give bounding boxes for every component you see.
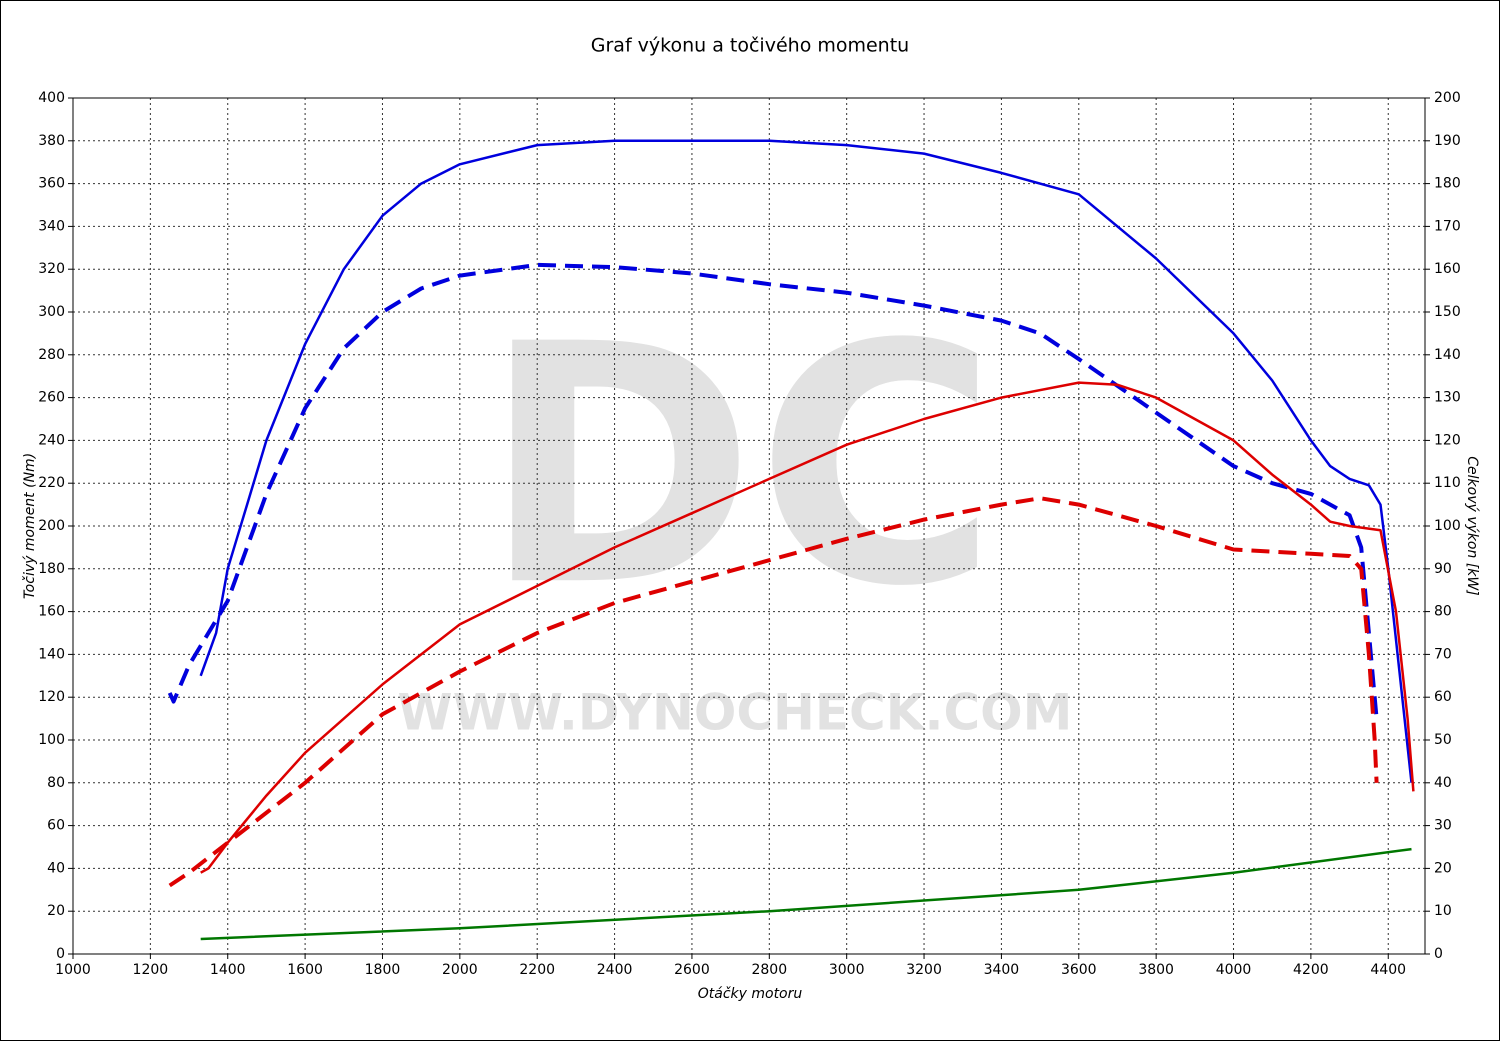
x-tick-label: 3600	[1061, 962, 1097, 978]
y-tick-label: 160	[38, 604, 65, 620]
y-tick-label: 0	[56, 946, 65, 962]
y2-tick-label: 110	[1434, 475, 1461, 491]
x-tick-label: 1600	[287, 962, 323, 978]
x-tick-label: 4000	[1216, 962, 1252, 978]
y-tick-label: 320	[38, 261, 65, 277]
y-tick-label: 100	[38, 732, 65, 748]
x-axis-label: Otáčky motoru	[698, 986, 803, 1002]
y2-tick-label: 170	[1434, 218, 1461, 234]
y-tick-label: 140	[38, 646, 65, 662]
x-tick-label: 1000	[55, 962, 91, 978]
x-tick-label: 3800	[1138, 962, 1174, 978]
y-tick-label: 280	[38, 347, 65, 363]
watermark-logo: DC	[482, 274, 998, 658]
y2-tick-label: 80	[1434, 604, 1452, 620]
y2-tick-label: 10	[1434, 903, 1452, 919]
y2-tick-label: 50	[1434, 732, 1452, 748]
y-tick-label: 120	[38, 689, 65, 705]
y-tick-label: 60	[47, 818, 65, 834]
series-line	[200, 847, 1412, 941]
x-tick-label: 3000	[829, 962, 865, 978]
y-tick-label: 220	[38, 475, 65, 491]
y2-axis-label: Celkový výkon [kW]	[1464, 456, 1480, 595]
x-tick-label: 2800	[751, 962, 787, 978]
y-tick-label: 40	[47, 860, 65, 876]
y-tick-label: 80	[47, 775, 65, 791]
y2-tick-label: 60	[1434, 689, 1452, 705]
y2-tick-label: 90	[1434, 561, 1452, 577]
x-tick-label: 2600	[674, 962, 710, 978]
x-tick-label: 4200	[1293, 962, 1329, 978]
y-axis-label: Točivý moment (Nm)	[22, 453, 38, 599]
y-tick-label: 200	[38, 518, 65, 534]
y-tick-label: 240	[38, 432, 65, 448]
x-tick-label: 2200	[519, 962, 555, 978]
y2-tick-label: 0	[1434, 946, 1443, 962]
y2-tick-label: 30	[1434, 818, 1452, 834]
y-tick-label: 260	[38, 390, 65, 406]
plot-border	[72, 97, 1426, 955]
x-tick-label: 3400	[984, 962, 1020, 978]
watermark-url: WWW.DYNOCHECK.COM	[398, 684, 1073, 742]
x-tick-label: 4400	[1370, 962, 1406, 978]
y2-tick-label: 120	[1434, 432, 1461, 448]
y2-tick-label: 70	[1434, 646, 1452, 662]
chart-title: Graf výkonu a točivého momentu	[591, 35, 909, 57]
y2-tick-label: 40	[1434, 775, 1452, 791]
series-line	[200, 381, 1415, 874]
x-tick-label: 2400	[597, 962, 633, 978]
y2-tick-label: 140	[1434, 347, 1461, 363]
y-tick-label: 20	[47, 903, 65, 919]
series-line	[199, 139, 1413, 783]
series-line	[168, 496, 1379, 888]
y2-tick-label: 150	[1434, 304, 1461, 320]
y2-tick-label: 160	[1434, 261, 1461, 277]
y-tick-label: 360	[38, 176, 65, 192]
x-tick-label: 1400	[210, 962, 246, 978]
y2-tick-label: 130	[1434, 390, 1461, 406]
y2-tick-label: 180	[1434, 176, 1461, 192]
y2-tick-label: 200	[1434, 90, 1461, 106]
x-tick-label: 1800	[365, 962, 401, 978]
y-tick-label: 340	[38, 218, 65, 234]
y-tick-label: 300	[38, 304, 65, 320]
y2-tick-label: 190	[1434, 133, 1461, 149]
y-tick-label: 400	[38, 90, 65, 106]
y2-tick-label: 100	[1434, 518, 1461, 534]
y-tick-label: 180	[38, 561, 65, 577]
y2-tick-label: 20	[1434, 860, 1452, 876]
x-tick-label: 2000	[442, 962, 478, 978]
y-tick-label: 380	[38, 133, 65, 149]
series-line	[167, 262, 1379, 719]
x-tick-label: 1200	[133, 962, 169, 978]
x-tick-label: 3200	[906, 962, 942, 978]
